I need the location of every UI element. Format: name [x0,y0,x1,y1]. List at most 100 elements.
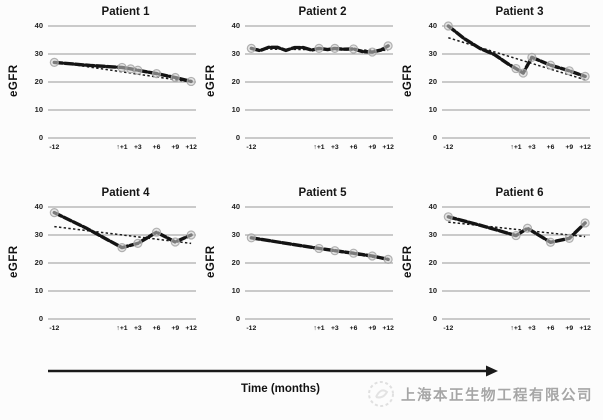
data-point-marker [126,64,136,74]
y-tick-label: 20 [231,258,240,267]
y-tick-label: 30 [231,49,240,58]
data-point-marker [580,71,590,82]
x-tick-label: ↑+1 [116,325,128,332]
x-tick-label: +9 [171,325,180,332]
trend-line [54,225,192,245]
y-axis-ticks: 40 30 20 10 0 [22,201,48,323]
x-tick-label: +3 [330,325,339,332]
x-tick-label: +3 [527,325,536,332]
data-point-marker [443,212,453,222]
y-axis-label: eGFR [402,245,414,279]
x-tick-label: +12 [382,144,394,151]
plot-area [442,201,590,323]
x-tick-label: +3 [330,144,339,151]
chart-patient-4: Patient 4 eGFR 40 30 20 10 0 -12 ↑+1 +3 +6 +9 +12 [6,185,203,358]
chart-title: Patient 2 [298,6,347,18]
x-axis-ticks: -12 ↑+1 +3 +6 +9 +12 [245,323,393,337]
y-axis-ticks: 40 30 20 10 0 [416,201,442,323]
x-tick-label: +9 [368,325,377,332]
y-axis-label: eGFR [402,64,414,98]
data-point-marker [564,66,574,76]
y-tick-label: 10 [34,105,43,114]
data-point-marker [117,242,127,253]
trend-line [448,37,586,81]
y-axis-ticks: 40 30 20 10 0 [219,20,245,142]
chart-patient-1: Patient 1 eGFR 40 30 20 10 0 -12 ↑+1 +3 +6 +9 +12 [6,4,203,177]
x-tick-label: +6 [152,325,161,332]
x-tick-label: -12 [49,144,60,151]
chart-title: Patient 5 [298,187,347,199]
charts-grid: Patient 1 eGFR 40 30 20 10 0 -12 ↑+1 +3 +6 +9 +12 Pat… [6,4,597,358]
plot-svg [245,206,393,320]
plot-area [442,20,590,142]
data-point-marker [383,254,393,264]
time-axis-arrow [48,365,498,377]
y-axis-label: eGFR [8,245,20,279]
x-tick-label: +12 [579,144,591,151]
x-axis-title: Time (months) [241,383,321,395]
watermark-seal-icon [368,381,394,407]
data-point-marker [367,251,377,261]
chart-title: Patient 3 [495,6,544,18]
x-tick-label: +12 [579,325,591,332]
y-axis-label: eGFR [205,64,217,98]
x-tick-label: -12 [246,144,257,151]
y-tick-label: 0 [235,133,240,142]
data-point-marker [117,62,127,73]
x-tick-label: ↑+1 [116,144,128,151]
watermark-text: 上海本正生物工程有限公司 [401,387,593,404]
x-axis-ticks: -12 ↑+1 +3 +6 +9 +12 [442,323,590,337]
y-tick-label: 20 [34,258,43,267]
data-point-marker [527,52,537,62]
chart-body: eGFR 40 30 20 10 0 [6,201,203,323]
y-axis-ticks: 40 30 20 10 0 [416,20,442,142]
watermark: 上海本正生物工程有限公司 [366,379,593,409]
chart-body: eGFR 40 30 20 10 0 [203,201,400,323]
x-tick-label: +6 [546,325,555,332]
chart-patient-2: Patient 2 eGFR 40 30 20 10 0 -12 ↑+1 +3 +6 +9 +12 [203,4,400,177]
y-tick-label: 0 [235,314,240,323]
x-tick-label: +9 [565,325,574,332]
plot-area [48,20,196,142]
data-point-marker [246,233,256,243]
data-point-marker [151,68,162,79]
chart-patient-3: Patient 3 eGFR 40 30 20 10 0 -12 ↑+1 +3 +6 +9 +12 [400,4,597,177]
x-tick-label: +12 [185,144,197,151]
plot-svg [245,25,393,139]
plot-svg [442,206,590,320]
data-point-marker [348,44,359,54]
chart-body: eGFR 40 30 20 10 0 [6,20,203,142]
data-point-marker [545,237,556,247]
chart-title: Patient 4 [101,187,150,199]
y-tick-label: 20 [34,77,43,86]
x-tick-label: -12 [49,325,60,332]
y-tick-label: 40 [34,202,43,211]
x-tick-label: ↑+1 [510,144,522,151]
egfr-line [52,210,193,250]
x-axis-ticks: -12 ↑+1 +3 +6 +9 +12 [48,323,196,337]
x-tick-label: +6 [349,325,358,332]
y-tick-label: 10 [34,286,43,295]
chart-patient-6: Patient 6 eGFR 40 30 20 10 0 -12 ↑+1 +3 +6 +9 +12 [400,185,597,358]
plot-svg [48,206,196,320]
trend-line [448,221,586,238]
data-point-marker [49,208,59,218]
y-tick-label: 10 [231,286,240,295]
data-point-marker [170,237,180,247]
data-point-marker [49,57,59,68]
data-point-marker [511,63,521,74]
x-tick-label: +3 [133,144,142,151]
x-tick-label: ↑+1 [313,325,325,332]
plot-area [245,201,393,323]
y-axis-ticks: 40 30 20 10 0 [219,201,245,323]
y-tick-label: 0 [38,133,43,142]
data-point-marker [580,218,590,228]
chart-body: eGFR 40 30 20 10 0 [400,20,597,142]
x-tick-label: +12 [185,325,197,332]
x-tick-label: +9 [565,144,574,151]
y-tick-label: 40 [231,21,240,30]
data-point-marker [330,246,340,256]
x-tick-label: ↑+1 [510,325,522,332]
data-point-marker [443,21,453,31]
data-point-marker [151,227,162,237]
